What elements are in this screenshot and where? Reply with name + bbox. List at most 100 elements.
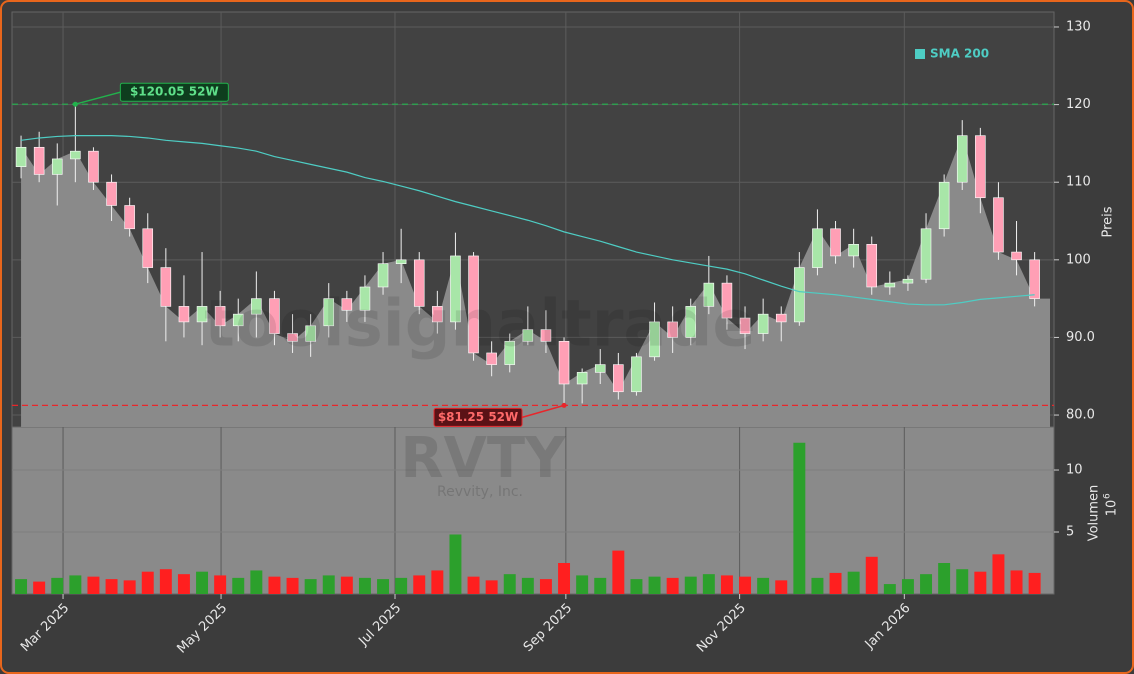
- volume-bar: [521, 577, 534, 594]
- volume-bar: [992, 554, 1005, 594]
- candle-body: [51, 158, 63, 175]
- candle-body: [522, 329, 534, 342]
- volume-bar: [286, 577, 299, 594]
- y2-tick-label: 10: [1066, 463, 1083, 478]
- volume-bar: [51, 577, 64, 594]
- close-area: [21, 135, 1051, 427]
- volume-bar: [105, 579, 118, 594]
- candle-body: [649, 321, 660, 358]
- candle-body: [884, 282, 896, 288]
- candle-body: [866, 243, 878, 288]
- volume-bar: [33, 581, 46, 594]
- candle-body: [830, 228, 841, 257]
- volume-bar: [15, 579, 28, 594]
- volume-bar: [956, 569, 969, 594]
- volume-bar: [883, 584, 896, 594]
- volume-bar: [1028, 572, 1041, 594]
- high_52w-label: $120.05 52W: [130, 85, 219, 99]
- y-axis-label: Preis: [1101, 206, 1116, 237]
- volume-bar: [793, 442, 806, 594]
- candle-body: [540, 329, 552, 342]
- volume-bar: [69, 575, 82, 594]
- volume-bar: [901, 579, 914, 594]
- candle-body: [413, 259, 425, 307]
- volume-bar: [377, 579, 390, 594]
- candle-body: [196, 306, 208, 323]
- candle-body: [576, 372, 588, 385]
- y2-tick-label: 5: [1066, 525, 1074, 540]
- candle-body: [251, 298, 262, 315]
- volume-bar: [576, 575, 589, 594]
- volume-bar: [159, 569, 172, 594]
- volume-bar: [539, 579, 552, 594]
- volume-bar: [141, 571, 154, 594]
- volume-bar: [648, 576, 661, 594]
- candle-body: [450, 255, 461, 323]
- candle-body: [323, 298, 335, 327]
- candle-body: [613, 364, 624, 393]
- candle-body: [685, 306, 697, 338]
- volume-bar: [340, 576, 353, 594]
- candle-body: [902, 278, 914, 284]
- candle-body: [359, 286, 371, 311]
- volume-bar: [123, 580, 136, 594]
- candle-body: [377, 263, 389, 288]
- volume-bar: [775, 580, 788, 594]
- y-tick-label: 120: [1066, 97, 1091, 112]
- volume-bar: [865, 556, 878, 594]
- candle-body: [142, 228, 154, 268]
- candle-body: [739, 317, 751, 334]
- candle-body: [1029, 259, 1040, 299]
- low_52w-arrow: [521, 404, 565, 419]
- volume-bar: [1010, 570, 1023, 594]
- volume-bar: [612, 550, 625, 594]
- volume-bar: [666, 577, 679, 594]
- volume-bar: [974, 571, 987, 594]
- low_52w-box: [433, 407, 523, 427]
- volume-bar: [413, 575, 426, 594]
- plot-layer: Mar 2025 May 2025 Jul 2025 Sep 2025 Nov 2025…: [12, 12, 1095, 657]
- volume-bar: [757, 577, 770, 594]
- candle-body: [214, 306, 226, 327]
- y-tick-label: 80.0: [1066, 408, 1095, 423]
- candle-body: [631, 356, 642, 393]
- company-watermark: Revvity, Inc.: [437, 484, 523, 500]
- offset-base: 10: [1105, 500, 1120, 517]
- candle-body: [178, 306, 190, 323]
- offset-exponent: 6: [1103, 493, 1113, 499]
- volume-bar: [702, 574, 715, 594]
- volume-bar: [467, 576, 480, 594]
- volume-bar: [503, 574, 516, 594]
- volume-bar: [358, 577, 371, 594]
- candle-body: [124, 205, 135, 230]
- candle-body: [920, 228, 932, 280]
- volume-bar: [196, 571, 209, 594]
- candle-body: [794, 267, 805, 323]
- volume-bar: [630, 579, 643, 594]
- candle-body: [341, 298, 353, 311]
- candle-body: [468, 255, 479, 354]
- candle-body: [33, 146, 45, 175]
- high_52w-arrow: [75, 91, 121, 105]
- volume-bar: [395, 577, 408, 594]
- y2-axis-label: Volumen: [1087, 485, 1102, 542]
- volume-bar: [938, 563, 951, 594]
- volume-bar: [214, 575, 227, 594]
- candle-body: [667, 321, 678, 338]
- candle-body: [956, 135, 968, 183]
- candle-body: [721, 282, 733, 319]
- volume-bar: [485, 580, 498, 594]
- candle-body: [993, 197, 1004, 253]
- volume-bar: [87, 576, 100, 594]
- y-tick-label: 90.0: [1066, 330, 1095, 345]
- candle-body: [160, 267, 172, 307]
- low_52w-label: $81.25 52W: [438, 410, 518, 424]
- candle-body: [269, 298, 280, 334]
- legend-swatch: [915, 49, 925, 59]
- candle-body: [594, 364, 606, 373]
- sma-line: [20, 135, 1035, 306]
- volume-bar: [304, 579, 317, 594]
- candle-body: [106, 181, 117, 206]
- y-tick-label: 100: [1066, 252, 1091, 267]
- candle-body: [432, 306, 443, 323]
